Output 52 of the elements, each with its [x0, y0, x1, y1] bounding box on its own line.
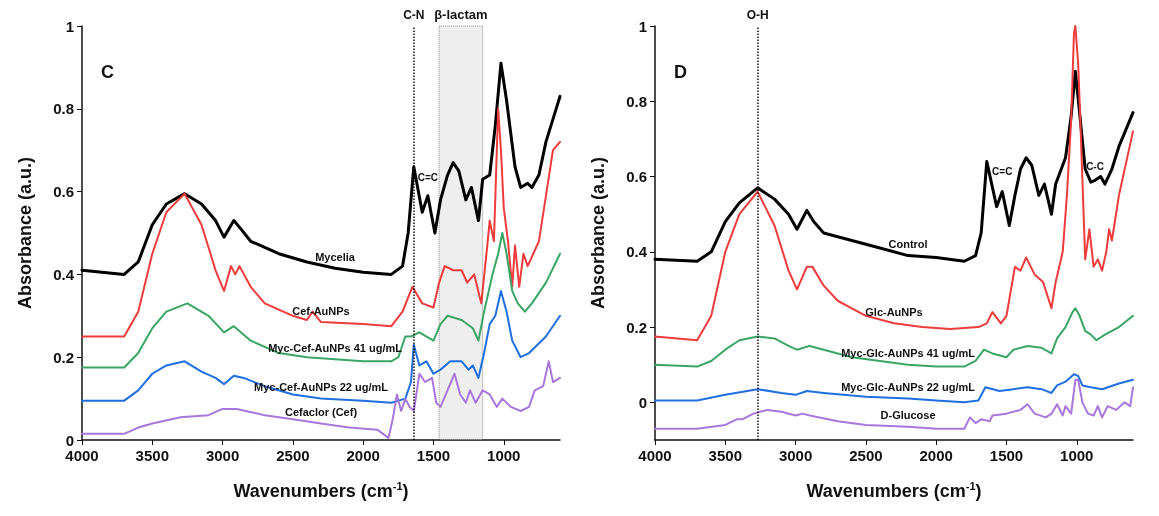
y-tick-label: 1: [638, 17, 647, 35]
x-tick-label: 2000: [919, 447, 953, 464]
annotation: C-C: [1086, 160, 1104, 172]
y-tick-label: 0.6: [53, 183, 74, 201]
x-tick-label: 1500: [989, 447, 1024, 464]
x-tick-label: 1000: [487, 447, 521, 464]
line-series: [654, 25, 1134, 342]
ref-line-label: O-H: [746, 8, 769, 22]
series-label: Myc-Glc-AuNPs 41 ug/mL: [841, 347, 976, 360]
series-label: Cef-AuNPs: [292, 304, 350, 317]
y-tick-label: 0.2: [53, 348, 74, 366]
line-series: [654, 378, 1134, 430]
x-tick-label: 3500: [135, 447, 169, 464]
line-series: [80, 61, 562, 276]
series-label: D-Glucose: [880, 409, 936, 422]
y-tick-label: 0.8: [626, 92, 647, 110]
line-series: [654, 307, 1134, 368]
annotation: C=C: [992, 166, 1013, 178]
y-tick-label: 0.4: [626, 243, 648, 261]
line-series: [81, 107, 561, 338]
x-tick-label: 1500: [416, 447, 451, 464]
x-tick-label: 3000: [205, 447, 240, 464]
annotation: C=C: [417, 172, 438, 184]
y-tick-label: 0.8: [53, 100, 74, 118]
y-tick-label: 0: [638, 393, 647, 411]
y-tick-label: 0.4: [53, 265, 75, 283]
x-tick-label: 3000: [778, 447, 813, 464]
y-tick-label: 1: [65, 17, 74, 35]
y-axis-title: Absorbance (a.u.): [588, 156, 608, 310]
x-tick-label: 2000: [346, 447, 380, 464]
x-tick-label: 4000: [638, 447, 672, 464]
series-label: Control: [888, 238, 928, 251]
series-label: Myc-Glc-AuNPs 22 ug/mL: [841, 381, 976, 394]
line-series: [81, 289, 561, 404]
y-tick-label: 0.2: [626, 318, 647, 336]
band-label: β-lactam: [434, 6, 488, 22]
series-label: Glc-AuNPs: [865, 305, 923, 318]
text: D: [674, 62, 687, 82]
series-label: Mycelia: [315, 250, 356, 263]
y-tick-label: 0.6: [626, 168, 647, 186]
x-tick-label: 2500: [276, 447, 310, 464]
y-axis-title: Absorbance (a.u.): [15, 156, 35, 310]
series-label: Cefaclor (Cef): [284, 405, 358, 418]
x-tick-label: 3500: [708, 447, 742, 464]
text: C: [101, 62, 114, 82]
y-tick-label: 0: [65, 431, 74, 449]
line-series: [654, 373, 1134, 404]
x-tick-label: 2500: [849, 447, 883, 464]
ref-line-label: C-N: [403, 8, 425, 22]
x-tick-label: 1000: [1060, 447, 1094, 464]
line-series: [81, 232, 561, 369]
x-tick-label: 4000: [65, 447, 99, 464]
